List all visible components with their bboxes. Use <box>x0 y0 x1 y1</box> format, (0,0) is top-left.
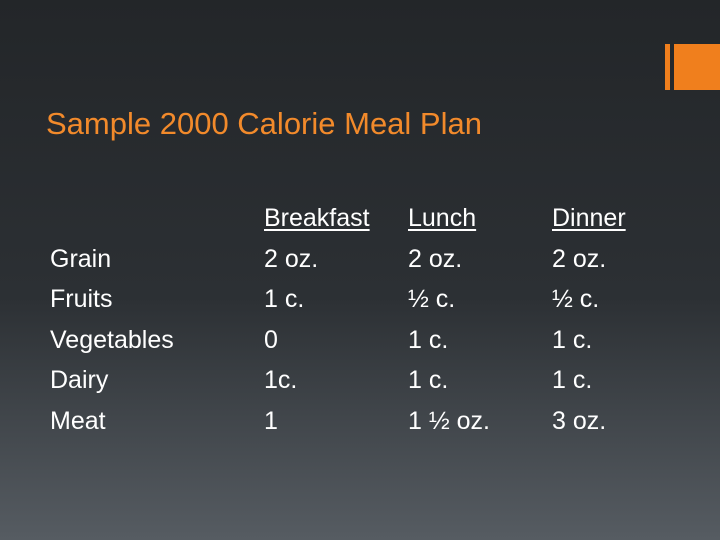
slide-title: Sample 2000 Calorie Meal Plan <box>46 106 482 141</box>
cell-breakfast: 2 oz. <box>264 244 319 273</box>
table-row: Dairy 1c. 1 c. 1 c. <box>44 360 632 401</box>
table-row: Meat 1 1 ½ oz. 3 oz. <box>44 401 632 442</box>
meal-plan-table: Breakfast Lunch Dinner Grain 2 oz. 2 oz.… <box>44 198 632 441</box>
accent-bar-thick <box>674 44 720 90</box>
cell-breakfast: 0 <box>264 325 278 354</box>
header-empty <box>44 198 258 239</box>
cell-breakfast: 1c. <box>264 366 298 394</box>
row-label: Vegetables <box>50 325 174 354</box>
cell-lunch: 1 ½ oz. <box>408 406 490 435</box>
cell-lunch: ½ c. <box>408 285 456 313</box>
cell-dinner: ½ c. <box>552 285 600 313</box>
cell-breakfast: 1 <box>264 406 278 435</box>
table-row: Fruits 1 c. ½ c. ½ c. <box>44 279 632 320</box>
table-row: Vegetables 0 1 c. 1 c. <box>44 320 632 361</box>
cell-lunch: 1 c. <box>408 366 449 394</box>
accent-bar-thin <box>665 44 670 90</box>
cell-lunch: 1 c. <box>408 325 449 354</box>
header-lunch: Lunch <box>408 204 477 232</box>
table-row: Grain 2 oz. 2 oz. 2 oz. <box>44 239 632 280</box>
header-breakfast: Breakfast <box>264 204 370 232</box>
cell-dinner: 2 oz. <box>552 244 607 273</box>
cell-dinner: 1 c. <box>552 366 593 394</box>
cell-dinner: 1 c. <box>552 325 593 354</box>
cell-lunch: 2 oz. <box>408 244 463 273</box>
row-label: Fruits <box>50 285 113 313</box>
row-label: Grain <box>50 244 112 273</box>
cell-breakfast: 1 c. <box>264 285 305 313</box>
cell-dinner: 3 oz. <box>552 406 607 435</box>
table-header-row: Breakfast Lunch Dinner <box>44 198 632 239</box>
row-label: Meat <box>50 406 106 435</box>
row-label: Dairy <box>50 366 109 394</box>
header-dinner: Dinner <box>552 204 626 232</box>
